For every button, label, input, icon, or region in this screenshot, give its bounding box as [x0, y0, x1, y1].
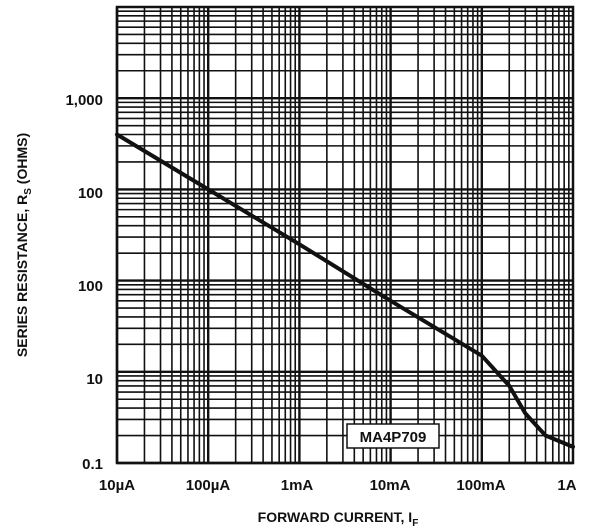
x-axis-title-main: FORWARD CURRENT, I	[258, 509, 413, 525]
x-tick-label: 100mA	[456, 477, 505, 494]
curve-label-box	[346, 423, 440, 449]
series-line-ma4p709	[115, 132, 575, 449]
y-tick-label: 1,000	[65, 92, 103, 109]
x-axis-title: FORWARD CURRENT, IF	[258, 509, 419, 529]
y-tick-label: 100	[78, 278, 103, 295]
x-tick-label: 10µA	[99, 477, 135, 494]
y-axis-title: SERIES RESISTANCE, RS (OHMS)	[14, 133, 34, 357]
y-axis-title-subscript: S	[23, 188, 34, 195]
x-tick-label: 1mA	[281, 477, 314, 494]
y-tick-label: 100	[78, 185, 103, 202]
x-tick-label: 1A	[557, 477, 576, 494]
x-tick-label: 100µA	[186, 477, 231, 494]
curve-label: MA4P709	[360, 429, 427, 446]
x-tick-label: 10mA	[370, 477, 411, 494]
y-tick-label: 0.1	[82, 456, 103, 473]
chart-grid	[115, 7, 573, 465]
y-axis-title-main: SERIES RESISTANCE, R	[14, 195, 30, 357]
y-axis-title-suffix: (OHMS)	[14, 133, 30, 188]
x-axis-title-subscript: F	[412, 518, 418, 529]
y-tick-label: 10	[86, 371, 103, 388]
plot-frame	[115, 5, 575, 465]
chart-marks	[115, 132, 575, 449]
